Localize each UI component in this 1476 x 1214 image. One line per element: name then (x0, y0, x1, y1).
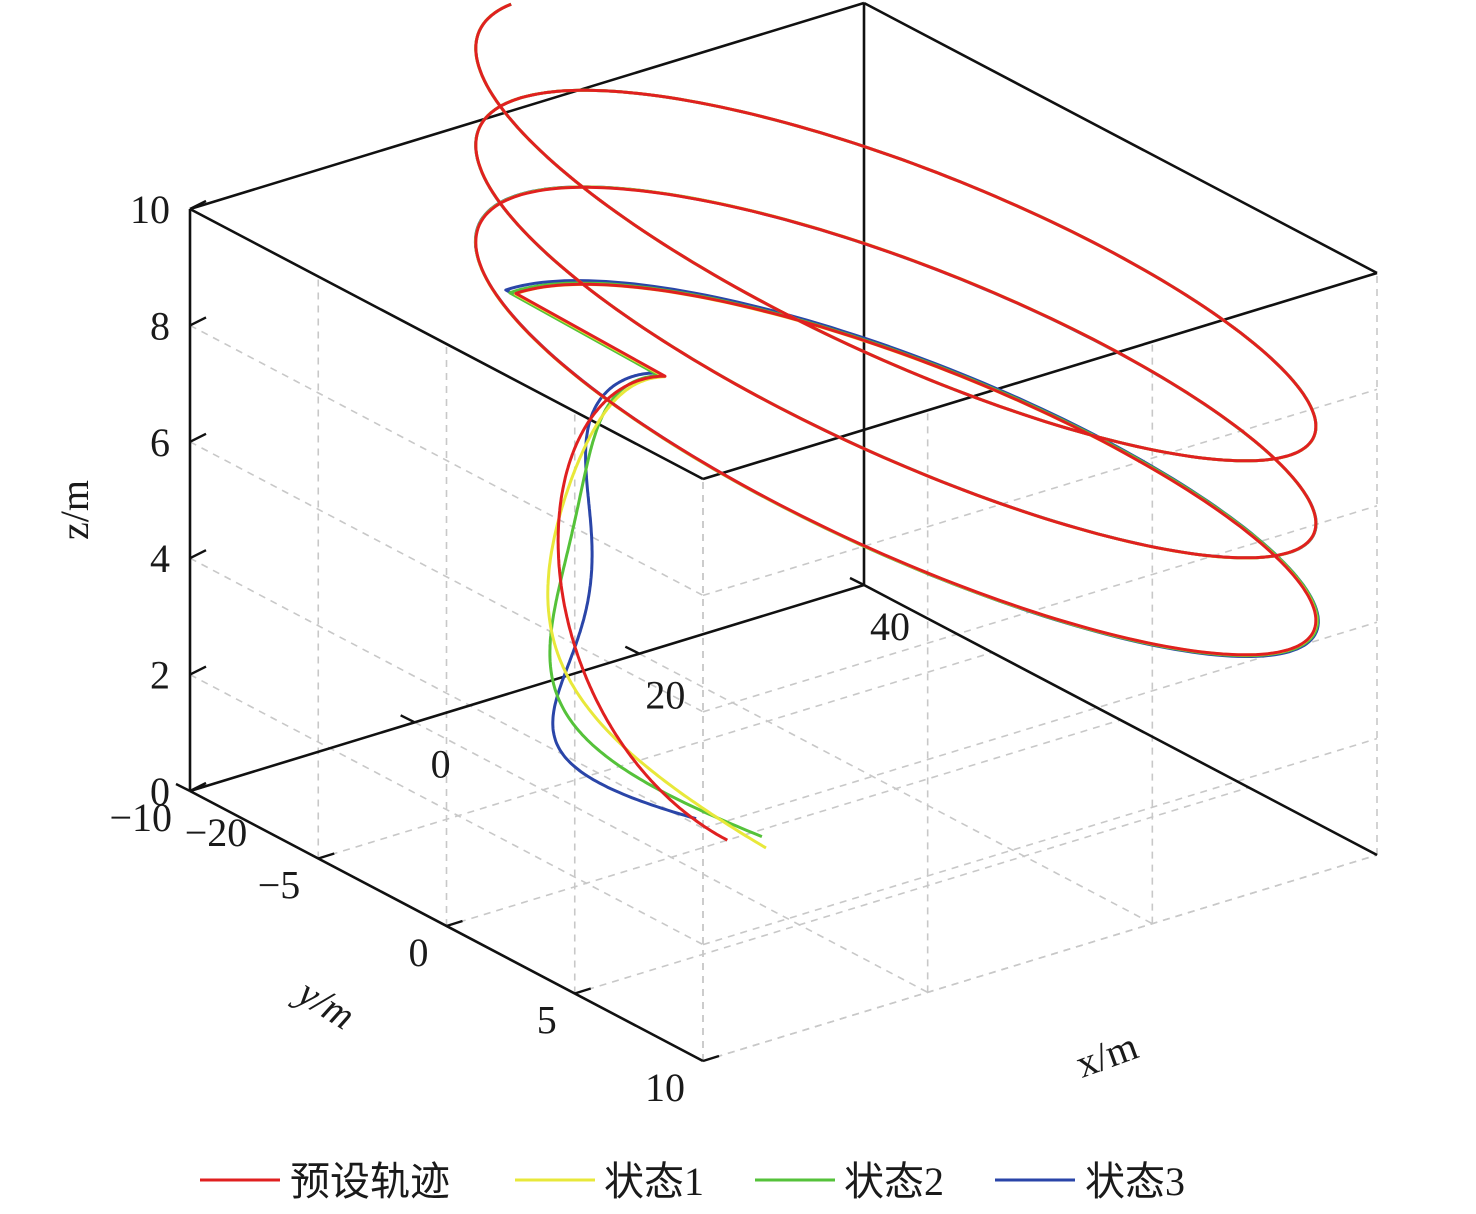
y-tick-2 (446, 919, 463, 928)
z-tick-label-0: 0 (150, 769, 170, 814)
y-tick-label-4: −10 (109, 795, 172, 840)
y-axis-label: y/m (287, 967, 363, 1038)
floor-grid-y-3 (318, 651, 993, 860)
y-tick-label-2: 0 (409, 930, 429, 975)
axes-frame (188, 1, 1378, 1063)
y-tick-1 (574, 987, 592, 995)
legend-label-0: 预设轨迹 (290, 1159, 450, 1204)
series-line-0 (474, 2, 1318, 842)
wall-y-grid-z-1 (702, 737, 1378, 946)
x-tick-label-2: 20 (645, 673, 685, 718)
z-tick-3 (189, 432, 207, 443)
x-axis-label: x/m (1070, 1023, 1144, 1087)
wall-x-grid-z-3 (189, 441, 704, 713)
z-tick-label-3: 6 (150, 420, 170, 465)
z-tick-5 (189, 199, 207, 211)
wall-y-grid-z-0 (702, 854, 1378, 1062)
z-tick-2 (189, 549, 207, 560)
z-tick-label-5: 10 (130, 187, 170, 232)
wall-x-grid-z-1 (189, 673, 704, 946)
grid-layer (189, 208, 1378, 1062)
z-tick-label-4: 8 (150, 303, 170, 348)
tick-layer: 0 2 4 6 8 10 −20 0 20 40 10 5 0 −5 −10 (109, 187, 910, 1110)
y-tick-0 (702, 1054, 720, 1063)
z-tick-4 (189, 316, 207, 327)
z-tick-1 (189, 665, 207, 676)
z-tick-label-2: 4 (150, 536, 170, 581)
y-tick-label-3: −5 (258, 863, 301, 908)
frame-top-3 (702, 271, 1378, 481)
x-tick-label-3: 40 (870, 604, 910, 649)
x-tick-label-0: −20 (185, 810, 248, 855)
frame-top-2 (863, 1, 1378, 275)
legend-label-3: 状态3 (1085, 1159, 1185, 1204)
y-tick-3 (317, 852, 335, 860)
wall-x-grid-z-2 (189, 557, 704, 829)
x-tick-3 (849, 576, 865, 587)
z-axis-label: z/m (52, 480, 97, 540)
frame-top-0 (189, 207, 704, 481)
frame-floor-right (863, 583, 1378, 857)
x-tick-2 (624, 645, 640, 655)
wall-y-grid-z-3 (702, 505, 1378, 713)
legend: 预设轨迹 状态1 状态2 状态3 (200, 1159, 1185, 1204)
frame-top-1 (189, 1, 865, 211)
frame-x-axis (189, 583, 865, 793)
x-tick-0 (175, 782, 191, 793)
y-tick-label-0: 10 (645, 1065, 685, 1110)
z-tick-label-1: 2 (150, 653, 170, 698)
floor-grid-y-2 (446, 719, 1121, 927)
floor-grid-y-1 (574, 786, 1249, 995)
series-layer (473, 2, 1320, 850)
y-tick-4 (189, 784, 207, 793)
y-tick-label-1: 5 (537, 998, 557, 1043)
wall-y-grid-z-4 (702, 388, 1378, 597)
x-tick-1 (400, 714, 416, 724)
x-tick-label-1: 0 (431, 741, 451, 786)
wall-x-grid-z-4 (189, 324, 704, 597)
series-line-3 (473, 2, 1320, 821)
legend-label-2: 状态2 (844, 1159, 944, 1204)
legend-label-1: 状态1 (604, 1159, 704, 1204)
